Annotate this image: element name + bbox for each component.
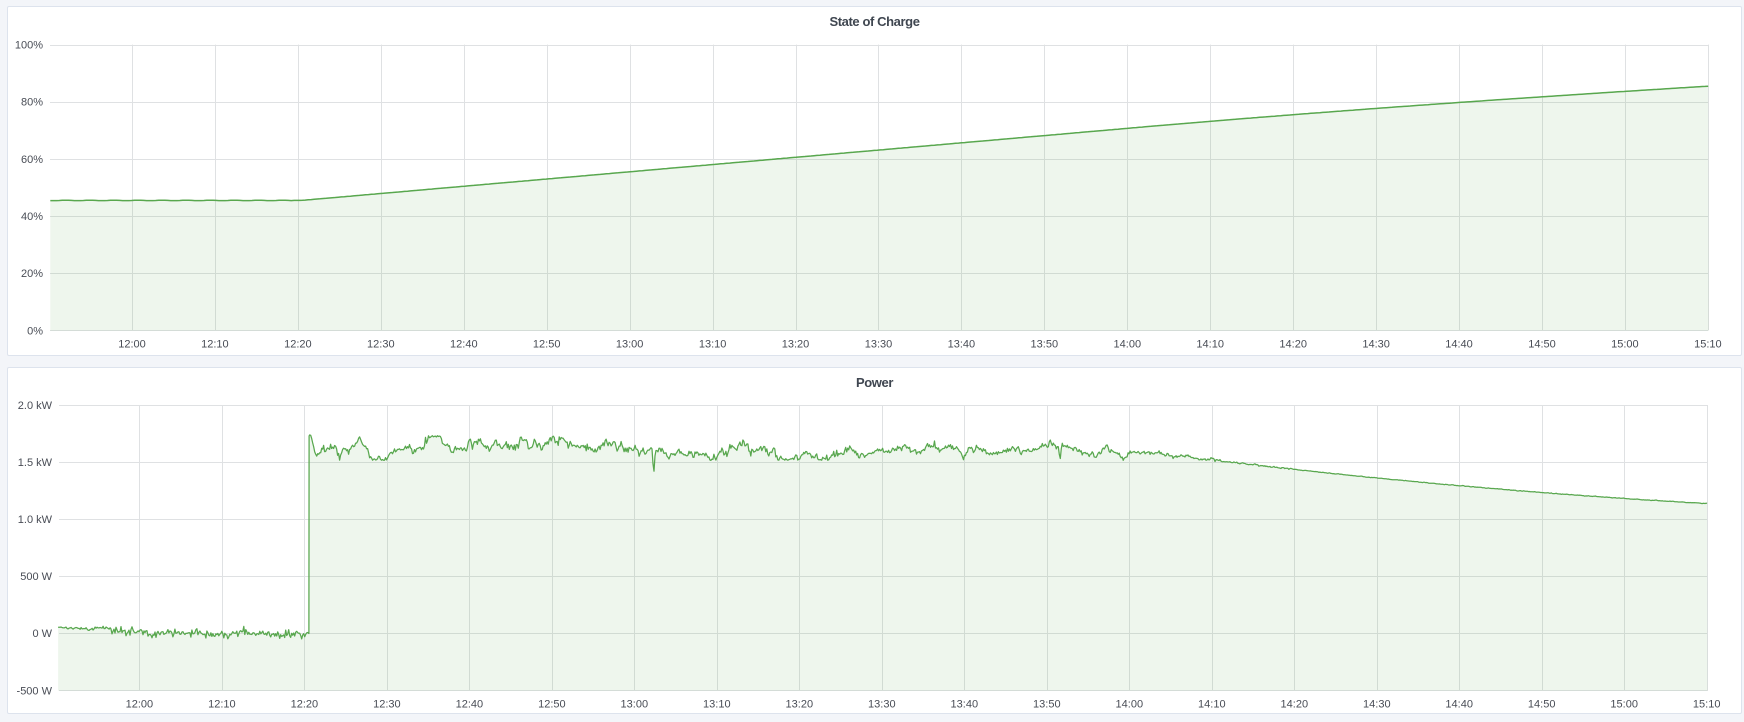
svg-text:13:00: 13:00 xyxy=(621,699,649,711)
svg-text:12:20: 12:20 xyxy=(291,699,319,711)
svg-text:15:10: 15:10 xyxy=(1694,339,1722,351)
svg-text:14:50: 14:50 xyxy=(1528,339,1556,351)
svg-text:14:40: 14:40 xyxy=(1445,339,1473,351)
svg-text:14:50: 14:50 xyxy=(1528,699,1556,711)
svg-text:12:30: 12:30 xyxy=(373,699,401,711)
svg-text:14:20: 14:20 xyxy=(1281,699,1309,711)
svg-text:12:10: 12:10 xyxy=(208,699,236,711)
svg-text:13:00: 13:00 xyxy=(616,339,644,351)
svg-text:14:10: 14:10 xyxy=(1198,699,1226,711)
svg-text:500 W: 500 W xyxy=(20,571,52,583)
svg-text:13:40: 13:40 xyxy=(948,339,976,351)
svg-text:13:20: 13:20 xyxy=(782,339,810,351)
svg-text:14:30: 14:30 xyxy=(1363,699,1391,711)
svg-text:2.0 kW: 2.0 kW xyxy=(18,400,53,412)
svg-text:14:40: 14:40 xyxy=(1445,699,1473,711)
svg-text:12:40: 12:40 xyxy=(450,339,478,351)
svg-text:14:30: 14:30 xyxy=(1362,339,1390,351)
svg-text:100%: 100% xyxy=(15,40,43,52)
svg-text:20%: 20% xyxy=(21,268,43,280)
svg-text:0%: 0% xyxy=(27,325,43,337)
svg-text:60%: 60% xyxy=(21,154,43,166)
svg-text:12:00: 12:00 xyxy=(126,699,154,711)
svg-text:14:20: 14:20 xyxy=(1279,339,1307,351)
svg-text:15:00: 15:00 xyxy=(1611,339,1639,351)
svg-text:13:40: 13:40 xyxy=(951,699,979,711)
svg-text:13:10: 13:10 xyxy=(699,339,727,351)
svg-text:14:00: 14:00 xyxy=(1116,699,1144,711)
svg-text:1.5 kW: 1.5 kW xyxy=(18,457,53,469)
svg-text:13:30: 13:30 xyxy=(865,339,893,351)
svg-text:1.0 kW: 1.0 kW xyxy=(18,514,53,526)
svg-text:80%: 80% xyxy=(21,97,43,109)
svg-text:14:00: 14:00 xyxy=(1114,339,1142,351)
svg-text:12:50: 12:50 xyxy=(533,339,561,351)
svg-text:-500 W: -500 W xyxy=(17,685,53,697)
svg-text:13:20: 13:20 xyxy=(786,699,814,711)
svg-text:12:50: 12:50 xyxy=(538,699,566,711)
svg-text:15:10: 15:10 xyxy=(1693,699,1721,711)
svg-text:12:30: 12:30 xyxy=(367,339,395,351)
svg-text:40%: 40% xyxy=(21,211,43,223)
svg-text:12:00: 12:00 xyxy=(118,339,146,351)
svg-text:12:20: 12:20 xyxy=(284,339,312,351)
svg-text:13:30: 13:30 xyxy=(868,699,896,711)
svg-text:13:50: 13:50 xyxy=(1031,339,1059,351)
svg-text:0 W: 0 W xyxy=(32,628,52,640)
svg-text:12:40: 12:40 xyxy=(456,699,484,711)
svg-text:14:10: 14:10 xyxy=(1196,339,1224,351)
svg-text:13:50: 13:50 xyxy=(1033,699,1061,711)
svg-text:13:10: 13:10 xyxy=(703,699,731,711)
svg-text:15:00: 15:00 xyxy=(1610,699,1638,711)
svg-text:12:10: 12:10 xyxy=(201,339,229,351)
